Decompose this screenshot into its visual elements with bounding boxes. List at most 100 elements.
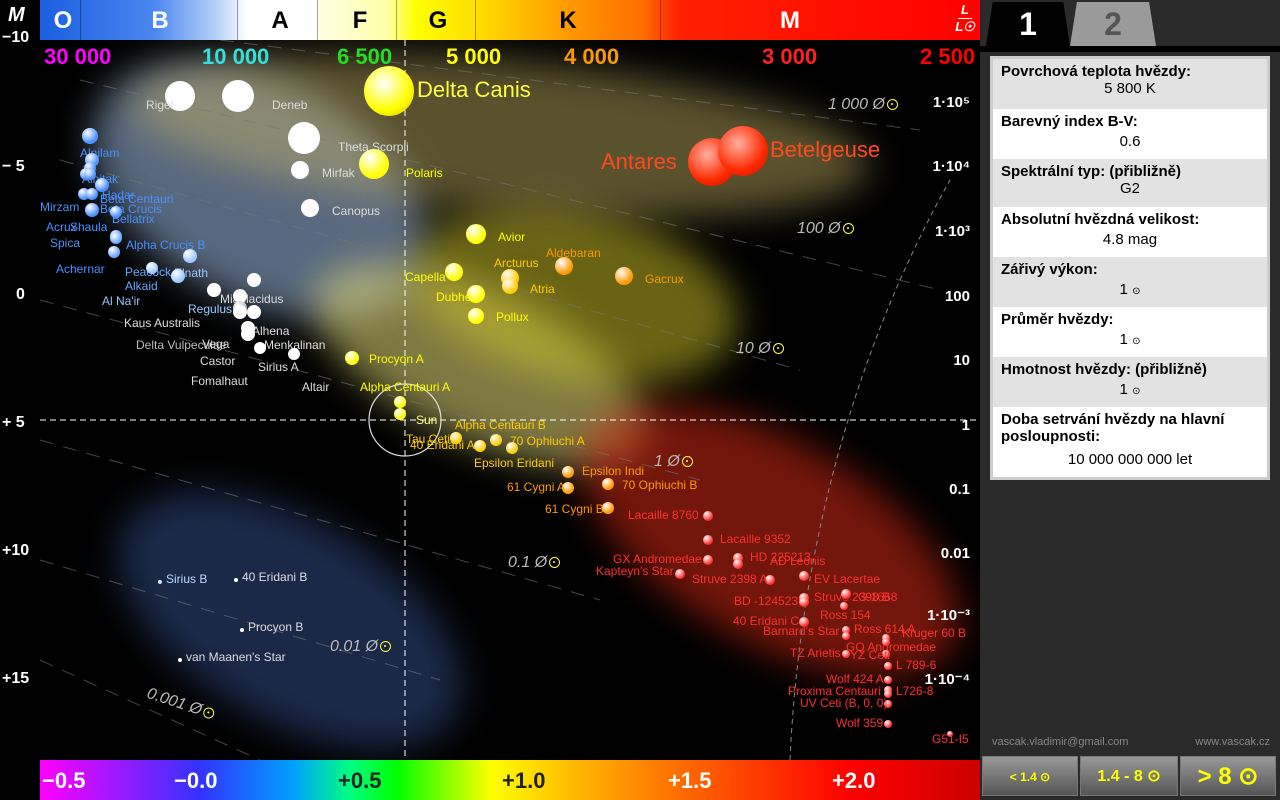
star-procyon-a[interactable] (345, 351, 359, 365)
sun-symbol-icon: ⊙ (1132, 386, 1141, 397)
magnitude-tick: +15 (2, 670, 30, 687)
star-ev-lacertae[interactable] (799, 571, 809, 581)
info-spectral-type: Spektrální typ: (přibližně) G2 (993, 159, 1267, 207)
star-lacaille-8760[interactable] (703, 511, 713, 521)
temperature-label: 2 500 (920, 44, 976, 69)
star-label-61-cygni-a: 61 Cygni A (507, 480, 566, 494)
info-main-sequence-lifetime: Doba setrvání hvězdy na hlavní posloupno… (993, 407, 1267, 477)
star-yz-ceti[interactable] (882, 650, 890, 658)
star-polaris[interactable] (359, 149, 389, 179)
star-al-na-ir[interactable] (146, 262, 158, 274)
star-61-cygni-b[interactable] (602, 502, 614, 514)
star-canopus[interactable] (301, 199, 319, 217)
star-kapteyn-s-star[interactable] (675, 569, 685, 579)
star-struve-2398-a[interactable] (765, 575, 775, 585)
star-40-eridani-a[interactable] (474, 440, 486, 452)
star-atria[interactable] (502, 278, 518, 294)
star-alnitak[interactable] (82, 128, 98, 144)
luminosity-tick: 1·10⁻⁴ (924, 671, 970, 688)
sun-symbol-icon (681, 456, 693, 468)
tab-2[interactable]: 2 (1070, 2, 1156, 46)
mass-filter-small-button[interactable]: < 1.4 ⊙ (982, 756, 1078, 796)
star-van-maanen-s-star[interactable] (178, 658, 182, 662)
star-hd-225213[interactable] (733, 553, 743, 563)
star-label-castor: Castor (200, 354, 236, 368)
star-label-aldebaran: Aldebaran (546, 246, 601, 260)
star-gx-andromedae[interactable] (703, 555, 713, 565)
star-gacrux[interactable] (615, 267, 633, 285)
star-alkaid[interactable] (108, 246, 120, 258)
star-shaula[interactable] (86, 188, 98, 200)
star-sirius-a[interactable] (241, 327, 255, 341)
star-alhena[interactable] (233, 289, 247, 303)
star-peacock[interactable] (110, 232, 122, 244)
star-70-ophiuchi-b[interactable] (602, 478, 614, 490)
star-betelgeuse[interactable] (718, 126, 768, 176)
star-label-canopus: Canopus (332, 204, 381, 218)
star-elnath[interactable] (183, 249, 197, 263)
star-ad-leonis[interactable] (733, 559, 743, 569)
star-rigel[interactable] (165, 81, 195, 111)
star-g-1668[interactable] (841, 589, 851, 599)
star-dubhe[interactable] (467, 285, 485, 303)
star-ross-154[interactable] (840, 602, 848, 610)
star-epsilon-indi[interactable] (562, 466, 574, 478)
mass-filter-medium-button[interactable]: 1.4 - 8 ⊙ (1080, 756, 1178, 796)
star-avior[interactable] (466, 224, 486, 244)
star-70-ophiuchi-a[interactable] (490, 434, 502, 446)
star-pollux[interactable] (468, 308, 484, 324)
star-capella[interactable] (445, 263, 463, 281)
star-struve-2398-b[interactable] (799, 597, 809, 607)
temperature-label: 10 000 (202, 44, 270, 69)
star-bellatrix[interactable] (95, 178, 109, 192)
info-color-index: Barevný index B-V: 0.6 (993, 109, 1267, 159)
star-gq-andromedae[interactable] (882, 638, 890, 646)
info-title: Průměr hvězdy: (1001, 311, 1114, 328)
star-label-tz-arietis: TZ Arietis (790, 646, 841, 660)
star-deneb[interactable] (222, 80, 254, 112)
star-wolf-359[interactable] (884, 720, 892, 728)
star-menkalinan[interactable] (247, 305, 261, 319)
star-label-gacrux: Gacrux (645, 272, 684, 286)
star-tz-arietis[interactable] (842, 650, 850, 658)
star-alpha-centauri-a[interactable] (394, 396, 406, 408)
star-g51-i5[interactable] (947, 731, 953, 737)
star-40-eridani-c[interactable] (799, 617, 809, 627)
star-barnard-s-star[interactable] (842, 626, 850, 634)
star-delta-canis[interactable] (364, 66, 414, 116)
star-kaus-australis[interactable] (207, 283, 221, 297)
star-l726-8[interactable] (884, 690, 892, 698)
star-regulus[interactable] (171, 269, 185, 283)
star-miaplacidus[interactable] (247, 273, 261, 287)
star-tau-ceti[interactable] (450, 432, 462, 444)
star-spica[interactable] (85, 203, 99, 217)
star-61-cygni-a[interactable] (562, 482, 574, 494)
sun-symbol-icon (886, 99, 898, 111)
star-alpha-crucis-b[interactable] (110, 206, 122, 218)
star-wolf-424-a[interactable] (884, 676, 892, 684)
star-fomalhaut[interactable] (254, 342, 266, 354)
star-mirfak[interactable] (291, 161, 309, 179)
radius-line-label: 0.1 Ø (508, 554, 561, 572)
star-lacaille-9352[interactable] (703, 535, 713, 545)
hr-diagram-plot[interactable]: 30 000 10 000 6 500 5 000 4 000 3 000 2 … (40, 40, 980, 760)
tab-1[interactable]: 1 (986, 2, 1070, 46)
star-aldebaran[interactable] (555, 257, 573, 275)
star-label-beta-centauri: Beta Centauri (100, 192, 174, 206)
star-beta-crucis[interactable] (84, 168, 96, 180)
star-sun[interactable] (394, 408, 406, 420)
star-sirius-b[interactable] (158, 580, 162, 584)
star-epsilon-eridani[interactable] (506, 442, 518, 454)
star-uv-ceti-b-0-0[interactable] (884, 700, 892, 708)
star-theta-scorpii[interactable] (288, 122, 320, 154)
star-l-789-6[interactable] (884, 662, 892, 670)
star-ross-614-a[interactable] (842, 632, 850, 640)
star-procyon-b[interactable] (240, 628, 244, 632)
mass-filter-large-button[interactable]: > 8 ⊙ (1180, 756, 1276, 796)
radius-line-value: 10 Ø (736, 340, 771, 357)
star-label-ev-lacertae: EV Lacertae (814, 572, 881, 586)
star-40-eridani-b[interactable] (234, 578, 238, 582)
star-altair[interactable] (288, 348, 300, 360)
star-vega[interactable] (233, 305, 247, 319)
star-label-wolf-359: Wolf 359 (836, 716, 884, 730)
